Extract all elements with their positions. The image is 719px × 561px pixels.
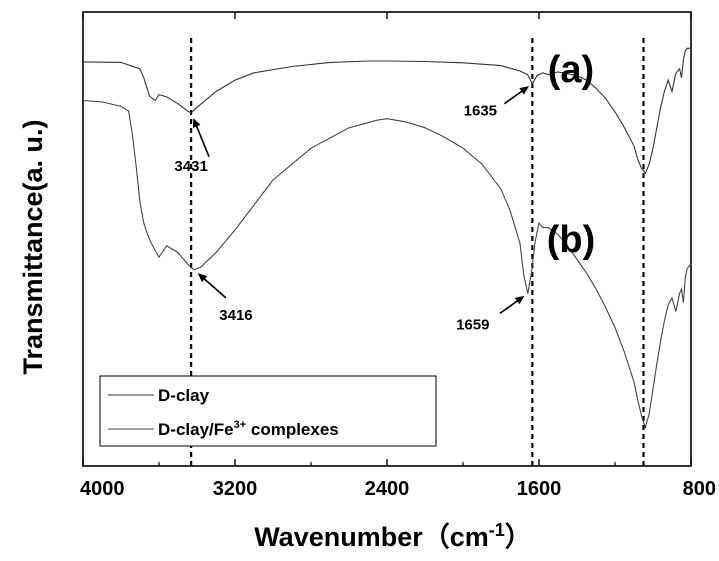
annotation-label-3431: 3431 bbox=[174, 158, 207, 175]
annotation-arrow-3431 bbox=[194, 122, 210, 158]
legend-label-2: D-clay/Fe3+ complexes bbox=[158, 419, 339, 439]
x-tick-label: 2400 bbox=[365, 478, 410, 500]
legend-label-1: D-clay bbox=[158, 386, 210, 405]
annotation-label-1659: 1659 bbox=[456, 316, 489, 333]
y-axis-title: Transmittance(a. u.) bbox=[18, 119, 48, 374]
x-axis-title-close: ） bbox=[505, 522, 532, 552]
series-line-1 bbox=[82, 47, 691, 175]
annotation-arrow-3416 bbox=[200, 275, 227, 299]
x-axis-title: Wavenumber（cm-1） bbox=[254, 520, 532, 552]
annotation-arrowhead-1635 bbox=[519, 86, 529, 95]
x-tick-label: 3200 bbox=[213, 478, 258, 500]
series-line-2 bbox=[82, 99, 692, 430]
panel-label-b: (b) bbox=[547, 219, 596, 261]
annotation-arrowhead-3431 bbox=[192, 118, 201, 128]
x-tick-label: 4000 bbox=[80, 478, 125, 500]
annotation-label-1635: 1635 bbox=[464, 103, 497, 120]
annotation-label-3416: 3416 bbox=[219, 307, 252, 324]
x-tick-label: 800 bbox=[683, 478, 716, 500]
legend-label-superscript: 3+ bbox=[234, 419, 247, 431]
annotation-arrowhead-3416 bbox=[197, 273, 208, 283]
legend-label-suffix: complexes bbox=[246, 420, 339, 439]
annotation-arrowhead-1659 bbox=[514, 295, 525, 305]
x-axis-title-superscript: -1 bbox=[489, 520, 505, 540]
x-tick-label: 1600 bbox=[517, 478, 562, 500]
legend-box bbox=[99, 375, 437, 447]
panel-label-a: (a) bbox=[548, 49, 594, 91]
